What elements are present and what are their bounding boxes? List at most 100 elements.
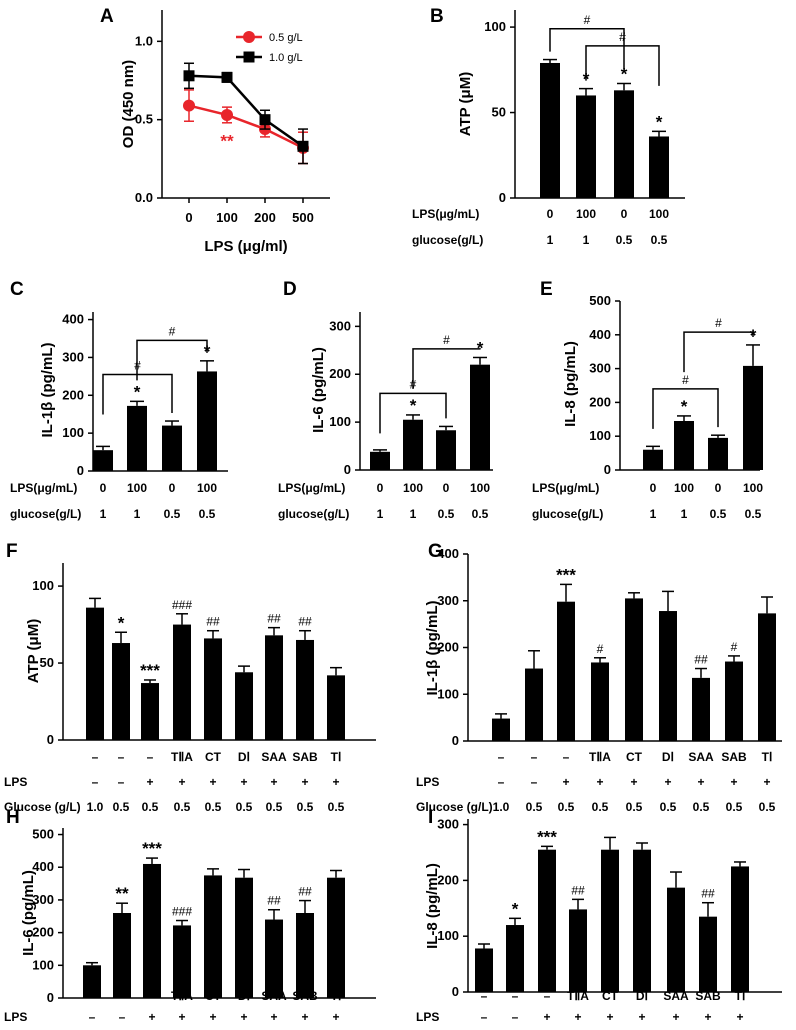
- condition-cell: 100: [674, 481, 694, 495]
- condition-row-label: glucose(g/L): [278, 507, 349, 521]
- condition-cell: 100: [403, 481, 423, 495]
- significance-bracket: [652, 388, 719, 429]
- significance-label: ##: [298, 885, 312, 899]
- condition-cell: +: [672, 1010, 679, 1024]
- y-tick-label: 300: [62, 349, 84, 364]
- condition-cell: +: [301, 1010, 308, 1024]
- y-tick-label: 200: [589, 394, 611, 409]
- y-tick-label: 50: [492, 105, 506, 120]
- significance-label: #: [597, 642, 604, 656]
- panel-label: B: [430, 6, 444, 27]
- significance-label: *: [134, 382, 141, 401]
- condition-cell: +: [763, 775, 770, 789]
- condition-cell: SAA: [261, 989, 287, 1003]
- condition-cell: 1: [377, 507, 384, 521]
- condition-cell: +: [270, 775, 277, 789]
- condition-cell: 0: [169, 481, 176, 495]
- condition-row-label: LPS: [4, 1010, 27, 1024]
- condition-cell: 1: [681, 507, 688, 521]
- bar: [625, 598, 643, 741]
- y-tick-label: 0: [499, 190, 506, 205]
- y-axis-label: IL-8 (pg/mL): [424, 863, 441, 949]
- condition-cell: +: [730, 775, 737, 789]
- significance-bracket: [136, 339, 208, 381]
- bracket-label: #: [682, 373, 689, 387]
- condition-cell: +: [574, 1010, 581, 1024]
- significance-label: *: [621, 64, 628, 83]
- condition-cell: +: [178, 1010, 185, 1024]
- condition-cell: 0.5: [526, 800, 543, 814]
- y-axis-label: IL-1β (pg/mL): [424, 601, 441, 696]
- bracket-label: #: [619, 30, 626, 44]
- bar: [162, 425, 182, 471]
- significance-label: *: [681, 397, 688, 416]
- bar: [173, 624, 191, 740]
- y-axis-label: IL-8 (pg/mL): [562, 341, 579, 427]
- y-tick-label: 0: [77, 463, 84, 478]
- y-axis-label: IL-1β (pg/mL): [39, 343, 56, 438]
- condition-cell: –: [118, 775, 125, 789]
- bar: [492, 718, 510, 741]
- bar: [569, 909, 587, 992]
- condition-cell: CT: [205, 989, 222, 1003]
- bar: [265, 919, 283, 998]
- condition-cell: 0.5: [472, 507, 489, 521]
- significance-label: ##: [701, 887, 715, 901]
- bar: [127, 405, 147, 471]
- y-tick-label: 200: [32, 925, 54, 940]
- condition-cell: SAB: [695, 989, 721, 1003]
- significance-bracket: [412, 348, 481, 389]
- bar: [113, 913, 131, 998]
- condition-cell: 0.5: [113, 800, 130, 814]
- y-tick-label: 100: [62, 425, 84, 440]
- y-tick-label: 0: [452, 733, 459, 748]
- significance-label: ###: [172, 905, 192, 919]
- panel-a: 0.0 0.5 1.0 0 100 200 500 0.5 g/L 1.0 g/L ** A OD (…: [100, 6, 330, 255]
- condition-cell: 1: [100, 507, 107, 521]
- condition-cell: CT: [205, 750, 222, 764]
- y-axis-label: ATP (μM): [457, 72, 474, 136]
- y-tick-label: 100: [32, 578, 54, 593]
- bar: [633, 849, 651, 992]
- condition-row-label: Glucose (g/L): [4, 800, 81, 814]
- bar: [436, 430, 456, 470]
- y-tick-label: 300: [32, 892, 54, 907]
- y-tick-label: 400: [589, 327, 611, 342]
- bar: [540, 62, 560, 199]
- condition-cell: 0.5: [164, 507, 181, 521]
- bracket-label: #: [715, 316, 722, 330]
- condition-cell: +: [543, 1010, 550, 1024]
- data-point: [183, 70, 195, 82]
- bar: [197, 371, 217, 471]
- condition-cell: +: [209, 1010, 216, 1024]
- y-tick-label: 100: [484, 19, 506, 34]
- bar: [141, 683, 159, 740]
- condition-cell: 0: [377, 481, 384, 495]
- significance-bracket: [683, 331, 754, 373]
- y-tick-label: 300: [437, 593, 459, 608]
- significance-label: ##: [267, 894, 281, 908]
- condition-cell: +: [638, 1010, 645, 1024]
- significance-label: *: [118, 613, 125, 632]
- panel-label: E: [540, 279, 553, 300]
- bar: [692, 677, 710, 741]
- bar: [731, 866, 749, 992]
- condition-cell: +: [240, 775, 247, 789]
- condition-row-label: LPS: [416, 775, 439, 789]
- condition-cell: +: [240, 1010, 247, 1024]
- bar: [557, 601, 575, 741]
- condition-cell: SAB: [292, 989, 318, 1003]
- y-tick-label: 0: [47, 732, 54, 747]
- y-tick-label: 200: [437, 872, 459, 887]
- x-tick-label: 100: [216, 210, 238, 225]
- condition-cell: 0: [100, 481, 107, 495]
- bar: [112, 643, 130, 740]
- condition-cell: –: [119, 989, 126, 1003]
- condition-row-label: LPS: [4, 775, 27, 789]
- condition-row-label: LPS: [416, 1010, 439, 1024]
- panel-label: A: [100, 6, 114, 27]
- significance-label: ***: [142, 839, 162, 858]
- condition-cell: 0: [621, 207, 628, 221]
- significance-label: *: [512, 899, 519, 918]
